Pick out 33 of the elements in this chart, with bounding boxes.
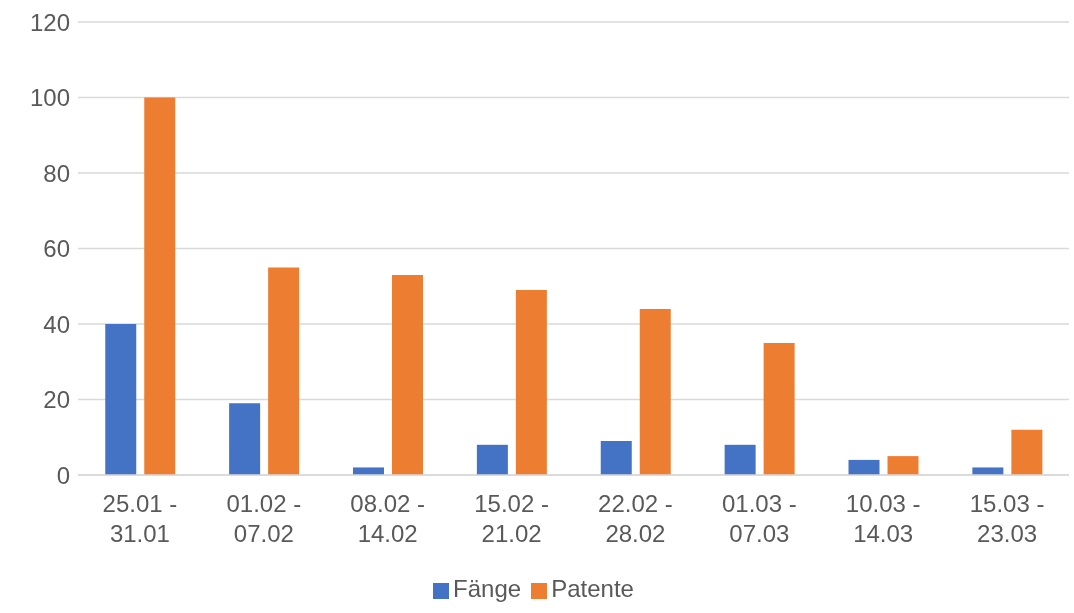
y-tick-label: 0 (56, 461, 70, 489)
y-tick-label: 100 (29, 84, 70, 112)
y-tick-label: 60 (43, 235, 70, 263)
bar (600, 441, 632, 475)
bar (1011, 429, 1043, 475)
bar (392, 274, 423, 475)
bar (353, 467, 384, 475)
x-tick-label: 25.01 - 31.01 (102, 490, 178, 548)
bar (639, 308, 671, 475)
bar (724, 444, 756, 475)
x-tick-label: 15.03 - 23.03 (969, 490, 1045, 548)
bar (476, 444, 508, 475)
bar (268, 267, 300, 475)
x-tick-label: 01.02 - 07.02 (226, 490, 302, 548)
bar (229, 403, 261, 475)
legend-label: Patente (551, 575, 634, 602)
y-tick-label: 80 (43, 159, 70, 187)
bar (515, 290, 547, 475)
bar (848, 459, 880, 475)
bar (763, 342, 795, 475)
y-tick-label: 20 (43, 386, 70, 414)
x-tick-label: 15.02 - 21.02 (474, 490, 549, 548)
legend-label: Fänge (453, 575, 522, 602)
y-tick-label: 40 (43, 310, 70, 338)
x-tick-label: 01.03 - 07.03 (721, 490, 797, 548)
y-tick-label: 120 (29, 8, 70, 36)
x-tick-label: 08.02 - 14.02 (350, 490, 426, 548)
bar (144, 97, 176, 475)
bar (972, 467, 1004, 475)
bar (887, 456, 919, 475)
x-tick-label: 10.03 - 14.03 (845, 490, 921, 548)
x-tick-label: 22.02 - 28.02 (598, 490, 673, 548)
bar (105, 324, 137, 475)
